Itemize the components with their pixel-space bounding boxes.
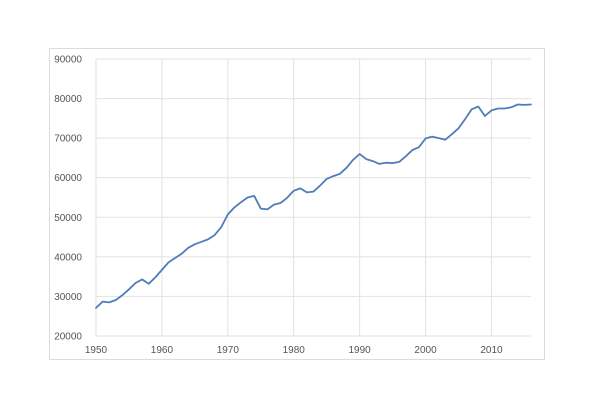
- data-point: [404, 154, 408, 158]
- x-tick-label: 1970: [217, 345, 240, 356]
- data-point: [457, 126, 461, 130]
- data-point: [140, 277, 144, 281]
- data-point: [173, 256, 177, 260]
- data-point: [410, 148, 414, 152]
- series-line: [95, 103, 532, 309]
- y-tick-label: 40000: [54, 252, 82, 263]
- data-point: [496, 106, 500, 110]
- y-axis-ticks: 20000 30000 40000 50000 60000 70000 80000 90000: [54, 55, 82, 343]
- data-point: [476, 104, 480, 108]
- data-point: [219, 225, 223, 229]
- data-point: [470, 107, 474, 111]
- data-point: [127, 287, 131, 291]
- data-point: [232, 205, 236, 209]
- data-point: [503, 106, 507, 110]
- y-tick-label: 30000: [54, 292, 82, 303]
- data-point: [529, 103, 533, 107]
- y-tick-label: 80000: [54, 94, 82, 105]
- series-layer: [94, 103, 533, 310]
- grid-lines: [95, 58, 531, 337]
- data-point: [516, 103, 520, 107]
- data-point: [371, 159, 375, 163]
- data-point: [167, 260, 171, 264]
- data-point: [489, 108, 493, 112]
- data-point: [351, 158, 355, 162]
- data-point: [265, 207, 269, 211]
- data-point: [193, 242, 197, 246]
- chart-frame: [49, 48, 545, 360]
- data-point: [424, 137, 428, 141]
- data-point: [292, 189, 296, 193]
- data-point: [331, 174, 335, 178]
- data-point: [107, 300, 111, 304]
- data-point: [318, 184, 322, 188]
- data-point: [285, 196, 289, 200]
- data-point: [437, 136, 441, 140]
- data-point: [252, 194, 256, 198]
- y-tick-label: 70000: [54, 134, 82, 145]
- data-point: [522, 103, 526, 107]
- x-axis-ticks: 1950 1960 1970 1980 1990 2000 2010: [85, 345, 503, 356]
- data-point: [213, 233, 217, 237]
- data-point: [384, 161, 388, 165]
- data-point: [114, 298, 118, 302]
- data-point: [397, 160, 401, 164]
- data-point: [443, 138, 447, 142]
- data-point: [147, 282, 151, 286]
- data-point: [509, 105, 513, 109]
- y-tick-label: 20000: [54, 332, 82, 343]
- data-point: [391, 161, 395, 165]
- data-point: [312, 190, 316, 194]
- data-point: [298, 186, 302, 190]
- data-point: [358, 152, 362, 156]
- data-point: [259, 207, 263, 211]
- data-point: [160, 268, 164, 272]
- data-point: [153, 275, 157, 279]
- data-point: [417, 145, 421, 149]
- data-point: [180, 252, 184, 256]
- x-tick-label: 1950: [85, 345, 108, 356]
- x-tick-label: 1960: [151, 345, 174, 356]
- data-point: [483, 114, 487, 118]
- data-point: [272, 203, 276, 207]
- data-point: [199, 240, 203, 244]
- data-point: [101, 300, 105, 304]
- data-point: [463, 117, 467, 121]
- x-tick-label: 2000: [414, 345, 437, 356]
- x-tick-label: 1990: [349, 345, 372, 356]
- data-point: [430, 135, 434, 139]
- data-point: [338, 172, 342, 176]
- data-point: [325, 177, 329, 181]
- data-point: [364, 157, 368, 161]
- data-point: [120, 293, 124, 297]
- data-point: [206, 237, 210, 241]
- data-point: [239, 200, 243, 204]
- data-point: [344, 166, 348, 170]
- x-tick-label: 2010: [480, 345, 503, 356]
- data-point: [450, 132, 454, 136]
- data-point: [186, 246, 190, 250]
- y-tick-label: 90000: [54, 55, 82, 66]
- data-point: [134, 281, 138, 285]
- data-point: [94, 306, 98, 310]
- x-tick-label: 1980: [283, 345, 306, 356]
- data-point: [226, 213, 230, 217]
- data-point: [246, 196, 250, 200]
- y-tick-label: 60000: [54, 173, 82, 184]
- data-point: [305, 190, 309, 194]
- data-point: [377, 162, 381, 166]
- data-point: [279, 201, 283, 205]
- y-tick-label: 50000: [54, 213, 82, 224]
